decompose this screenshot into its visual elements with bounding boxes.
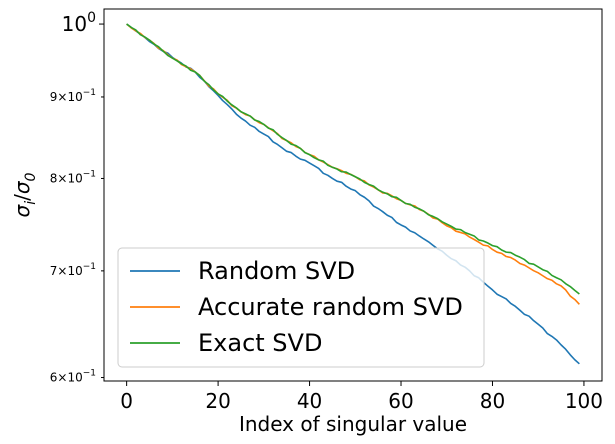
x-axis-label: Index of singular value bbox=[239, 412, 467, 436]
x-tick-label: 0 bbox=[120, 389, 133, 413]
series-line-exact-svd bbox=[126, 23, 580, 295]
series-layer bbox=[126, 23, 580, 365]
legend: Random SVD Accurate random SVD Exact SVD bbox=[117, 247, 485, 368]
x-tick-label: 20 bbox=[205, 389, 230, 413]
legend-label: Random SVD bbox=[198, 257, 355, 285]
y-axis-label: σi​/σ0​ bbox=[10, 172, 39, 217]
y-axis-label-text: σi​/σ0​ bbox=[10, 172, 39, 217]
x-tick-label: 100 bbox=[565, 389, 603, 413]
y-tick-label: 100 bbox=[62, 10, 96, 36]
x-tick-label: 40 bbox=[297, 389, 322, 413]
y-tick-label: 9×10−1 bbox=[50, 88, 96, 104]
x-axis-ticks: 0 20 40 60 80 100 bbox=[120, 381, 603, 413]
x-tick-label: 80 bbox=[480, 389, 505, 413]
axes-frame bbox=[103, 8, 603, 382]
y-tick-label: 7×10−1 bbox=[50, 262, 96, 278]
legend-label: Exact SVD bbox=[198, 329, 322, 357]
y-axis-ticks: 100 9×10−1 8×10−1 7×10−1 6×10−1 bbox=[50, 10, 104, 385]
legend-box bbox=[117, 247, 485, 368]
y-tick-label: 6×10−1 bbox=[50, 369, 96, 385]
x-tick-label: 60 bbox=[388, 389, 413, 413]
legend-label: Accurate random SVD bbox=[198, 293, 463, 321]
y-tick-label: 8×10−1 bbox=[50, 169, 96, 185]
